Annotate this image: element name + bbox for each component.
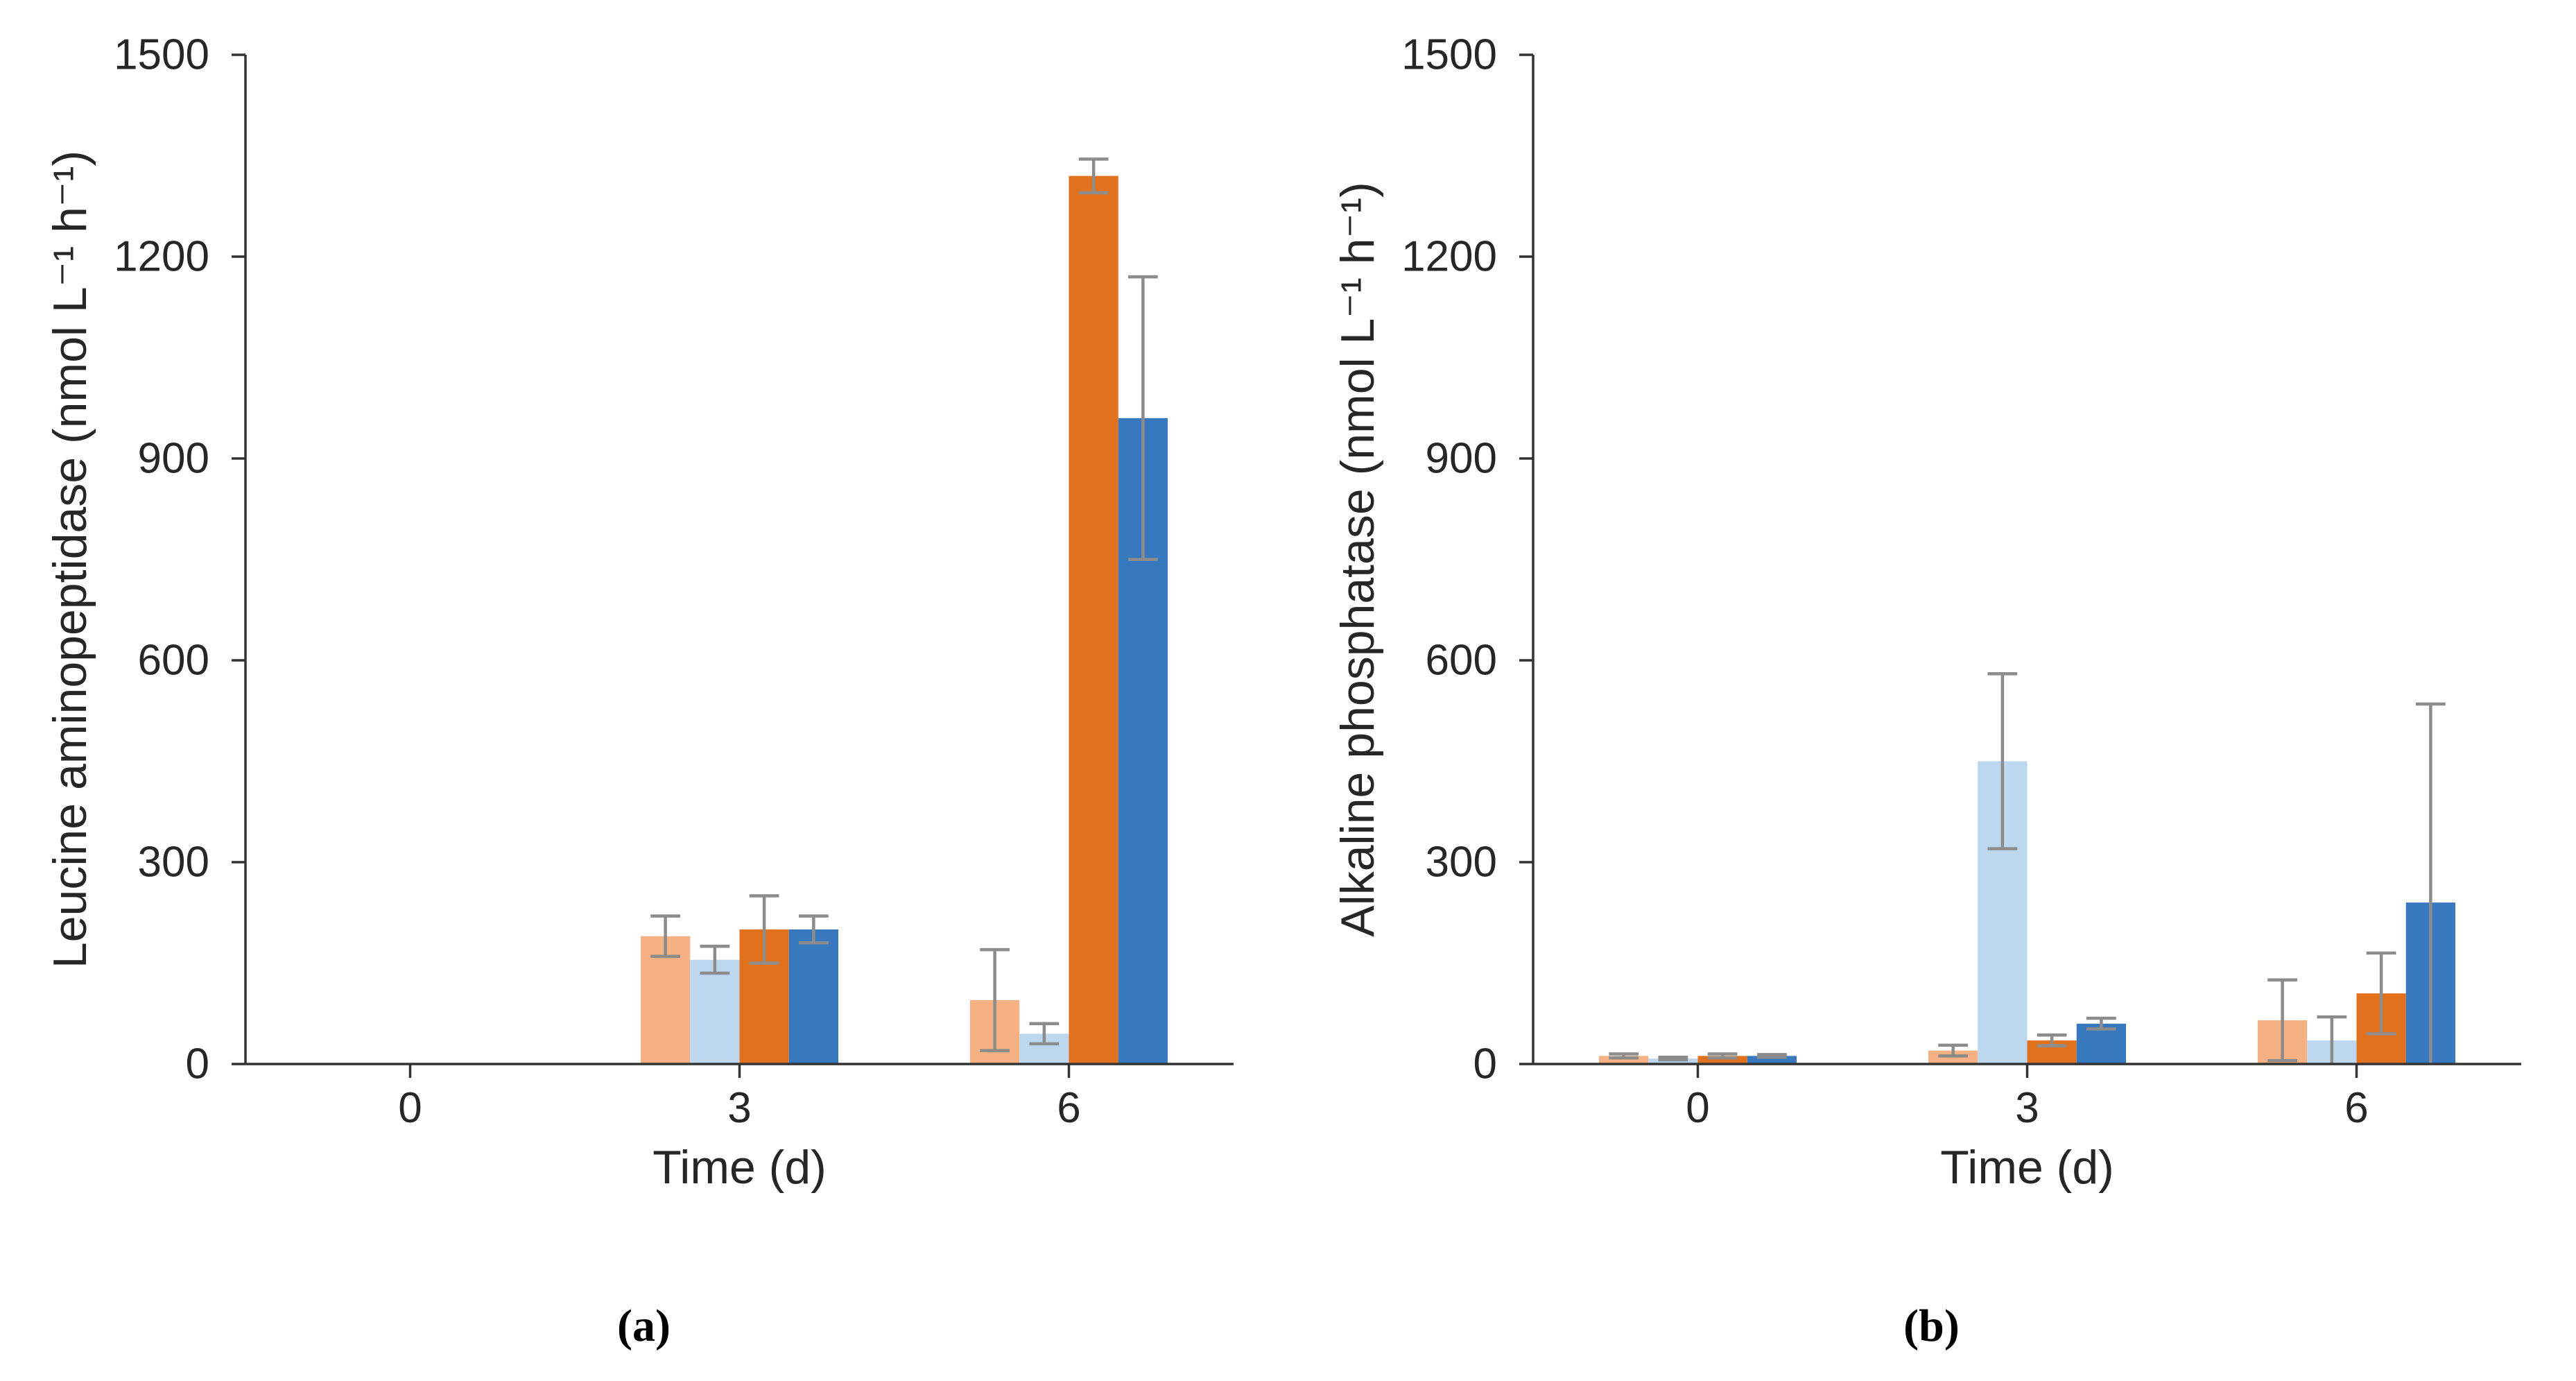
y-axis-label: Alkaline phosphatase (nmol L⁻¹ h⁻¹) (1331, 182, 1384, 937)
y-tick-label: 0 (185, 1040, 209, 1088)
x-tick-label: 3 (2015, 1084, 2039, 1132)
y-tick-label: 1500 (1401, 31, 1497, 79)
y-tick-label: 1500 (114, 31, 209, 79)
x-axis-label: Time (d) (1940, 1141, 2114, 1194)
chart-panels: 0 300 600 900 1200 1500 0 3 6 Time (d) Leucine ami… (0, 10, 2576, 1353)
x-axis-label: Time (d) (652, 1141, 827, 1194)
bar-dark-orange (1697, 1056, 1747, 1064)
chart-canvas-b: 0 300 600 900 1200 1500 0 3 6 Time (d) Alkaline ph… (1331, 31, 2521, 1194)
x-tick-label: 0 (1686, 1084, 1709, 1132)
x-tick-label: 0 (398, 1084, 422, 1132)
x-tick-label: 6 (1057, 1084, 1080, 1132)
y-tick-label: 0 (1473, 1040, 1496, 1088)
alkaline-phosphatase-chart: 0 300 600 900 1200 1500 0 3 6 Time (d) Alkaline ph… (1304, 10, 2559, 1230)
y-tick-label: 1200 (1401, 233, 1497, 281)
y-tick-label: 1200 (114, 233, 209, 281)
y-tick-label: 600 (137, 637, 209, 685)
leucine-aminopeptidase-chart: 0 300 600 900 1200 1500 0 3 6 Time (d) Leucine ami… (17, 10, 1272, 1230)
chart-canvas-a: 0 300 600 900 1200 1500 0 3 6 Time (d) Leucine ami… (44, 31, 1234, 1194)
x-tick-label: 6 (2344, 1084, 2368, 1132)
bar-light-orange (1598, 1056, 1648, 1064)
bar-light-blue (689, 959, 739, 1064)
x-tick-label: 3 (727, 1084, 751, 1132)
y-axis-label: Leucine aminopeptidase (nmol L⁻¹ h⁻¹) (44, 151, 96, 968)
y-tick-label: 600 (1425, 637, 1496, 685)
panel-a: 0 300 600 900 1200 1500 0 3 6 Time (d) Leucine ami… (0, 10, 1288, 1353)
bar-dark-blue (788, 929, 838, 1064)
y-tick-label: 300 (137, 839, 209, 886)
panel-b: 0 300 600 900 1200 1500 0 3 6 Time (d) Alkaline ph… (1288, 10, 2575, 1353)
y-tick-label: 900 (137, 435, 209, 483)
y-tick-label: 300 (1425, 839, 1496, 886)
bar-dark-orange (1069, 175, 1118, 1065)
y-tick-label: 900 (1425, 435, 1496, 483)
caption-b: (b) (1903, 1301, 1960, 1351)
caption-a: (a) (617, 1301, 671, 1351)
bar-dark-blue (1747, 1056, 1797, 1064)
